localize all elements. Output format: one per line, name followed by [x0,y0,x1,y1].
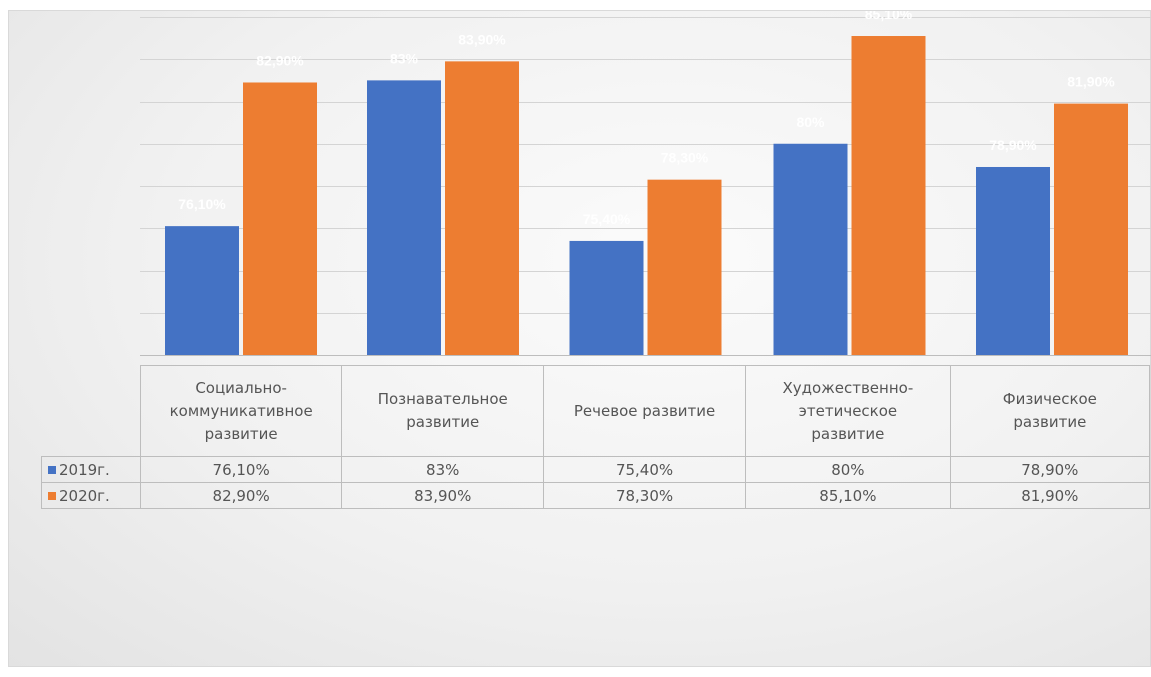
table-value: 78,90% [949,456,1151,483]
category-label: Социально-коммуникативное развитие [139,365,343,457]
category-label: Речевое развитие [542,365,747,457]
data-label: 81,90% [1067,74,1115,90]
bar-2020-3 [647,179,722,355]
bar-2020-2 [445,61,519,356]
chart-data-table: Социально-коммуникативное развитие Познава… [41,365,1151,509]
legend-entry: 2020г. [41,482,141,509]
bar-2020-1 [243,82,317,356]
category-label-line: Познавательное [377,390,508,408]
series-row: 2019г. 76,10% 83% 75,40% 80% 78,90% [41,456,1151,483]
data-label: 82,90% [256,52,304,68]
table-value: 81,90% [949,482,1151,509]
bar-2019-5 [976,166,1050,355]
category-label-line: развитие [406,413,480,431]
data-label: 75,40% [583,211,631,227]
legend-label: 2019г. [59,460,110,479]
bar-2020-5 [1054,103,1128,355]
legend-swatch [48,465,56,474]
category-label-line: этетическое [798,401,898,420]
category-label-line: Речевое развитие [573,401,716,420]
data-label: 85,10% [865,11,913,22]
category-label: Физическое развитие [949,365,1151,457]
data-label: 83% [390,50,419,66]
bar-2019-2 [367,80,441,355]
data-label: 76,10% [178,196,226,212]
category-label-line: Художественно- [782,378,914,397]
data-label: 80% [796,114,825,130]
legend-swatch [48,491,56,500]
table-value: 80% [745,456,951,483]
bar-2019-1 [165,226,239,355]
table-value: 83% [341,456,544,483]
legend-label: 2020г. [59,486,110,505]
bar-2019-3 [569,240,644,355]
table-value: 85,10% [745,482,951,509]
table-value: 83,90% [341,482,544,509]
category-label-line: коммуникативное [169,401,313,420]
table-corner [41,365,141,457]
series-row: 2020г. 82,90% 83,90% 78,30% 85,10% 81,90% [41,482,1151,509]
category-label-line: развитие [811,424,885,443]
category-label-line: Социально- [195,378,287,397]
bar-chart-plot: 76,10% 82,90% 83% 83,90% 75,40% 78,30% 80% 85,1… [140,11,1151,356]
category-label: Познавательное развитие [341,365,544,457]
legend-entry: 2019г. [41,456,141,483]
table-value: 78,30% [542,482,747,509]
chart-area: 76,10% 82,90% 83% 83,90% 75,40% 78,30% 80% 85,1… [8,10,1151,667]
bar-2020-4 [851,36,926,355]
table-value: 82,90% [139,482,343,509]
category-label-line: развитие [1013,413,1087,431]
data-label: 78,30% [661,150,709,166]
category-header-row: Социально-коммуникативное развитие Познава… [41,365,1151,457]
category-label-line: Физическое [1002,390,1097,408]
category-label-line: развитие [204,424,278,443]
data-label: 78,90% [989,137,1037,153]
category-label: Художественно-этетическое развитие [745,365,951,457]
data-label: 83,90% [458,31,506,47]
bar-2019-4 [773,143,848,355]
table-value: 76,10% [139,456,343,483]
table-value: 75,40% [542,456,747,483]
